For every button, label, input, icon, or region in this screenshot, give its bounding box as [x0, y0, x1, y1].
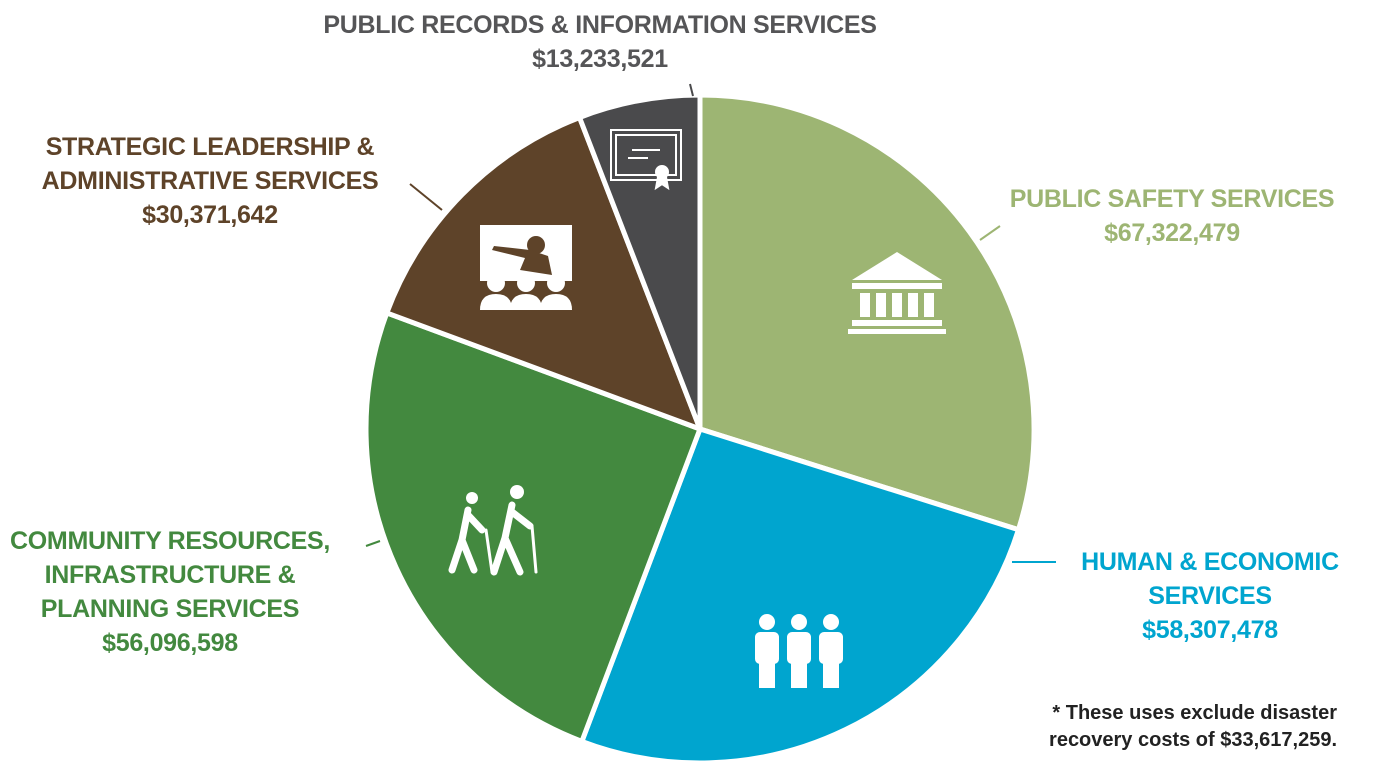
slice-label: COMMUNITY RESOURCES, INFRASTRUCTURE & PL… [0, 524, 350, 660]
slices [363, 92, 1037, 761]
building-icon [848, 252, 946, 334]
category-name: PUBLIC SAFETY SERVICES [1009, 185, 1335, 213]
category-name: PUBLIC RECORDS & INFORMATION SERVICES [323, 11, 877, 39]
people-icon [755, 614, 843, 688]
value-label: $30,371,642 [142, 201, 278, 229]
value-label: $56,096,598 [102, 629, 238, 657]
certificate-icon [610, 129, 682, 191]
value-label: $58,307,478 [1142, 616, 1278, 644]
leaders [365, 83, 1056, 563]
hikers-icon [448, 485, 538, 576]
value-label: $67,322,479 [1104, 219, 1240, 247]
category-name: STRATEGIC LEADERSHIP & ADMINISTRATIVE SE… [41, 133, 379, 195]
leader-line [409, 183, 443, 211]
footnote: * These uses exclude disaster recovery c… [1049, 702, 1337, 751]
slice-label: PUBLIC RECORDS & INFORMATION SERVICES $13… [250, 8, 950, 76]
category-name: HUMAN & ECONOMIC SERVICES [1081, 548, 1339, 610]
icons [448, 129, 946, 688]
presenter-icon [480, 225, 572, 310]
slice-label: PUBLIC SAFETY SERVICES $67,322,479 [972, 182, 1372, 250]
leader-line [689, 83, 694, 97]
leader-line [365, 540, 381, 547]
slice-label: HUMAN & ECONOMIC SERVICES $58,307,478 [1040, 545, 1375, 647]
category-name: COMMUNITY RESOURCES, INFRASTRUCTURE & PL… [10, 527, 330, 623]
slice [577, 92, 703, 432]
slice [579, 426, 1021, 761]
value-label: $13,233,521 [532, 45, 668, 73]
slice-label: STRATEGIC LEADERSHIP & ADMINISTRATIVE SE… [10, 130, 410, 232]
leader-line [979, 225, 1001, 241]
